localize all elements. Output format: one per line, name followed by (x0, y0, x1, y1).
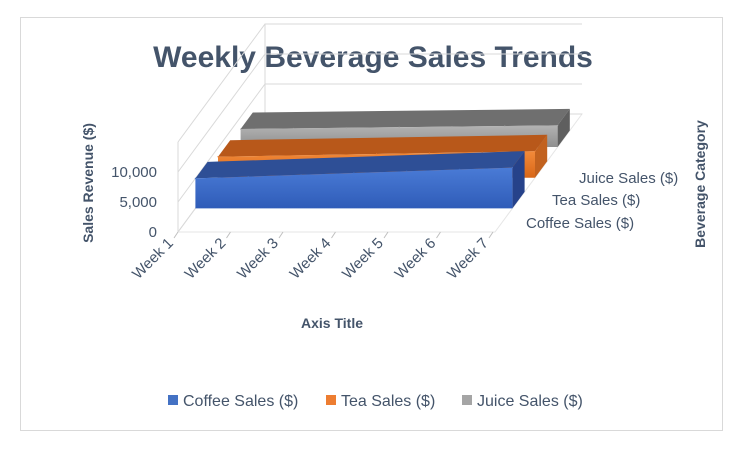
data-point (451, 126, 453, 128)
data-point (300, 174, 302, 176)
legend-label: Tea Sales ($) (341, 393, 435, 410)
z-tick-label: Juice Sales ($) (579, 170, 678, 187)
x-tick-label: Week 7 (444, 235, 492, 283)
data-point (353, 172, 355, 174)
chart-title: Weekly Beverage Sales Trends (153, 41, 593, 74)
legend-label: Coffee Sales ($) (183, 393, 298, 410)
x-tick-mark (278, 231, 284, 239)
z-tick-label: Coffee Sales ($) (526, 215, 634, 232)
data-point (458, 168, 461, 170)
series-layer (194, 108, 570, 209)
x-axis-title: Axis Title (301, 315, 363, 331)
legend-swatch (462, 395, 472, 405)
x-tick-label: Week 6 (392, 235, 440, 283)
legend: Coffee Sales ($) Tea Sales ($) Juice Sales… (168, 393, 583, 410)
data-point (270, 155, 272, 157)
x-tick-label: Week 2 (182, 235, 230, 283)
data-point (406, 170, 408, 172)
x-tick-mark (331, 231, 336, 239)
y-tick-label: 0 (149, 224, 157, 241)
data-point (240, 128, 242, 130)
ribbon-end (557, 108, 570, 147)
x-tick-mark (488, 231, 494, 239)
data-point (504, 125, 506, 127)
series-0 (194, 151, 525, 209)
data-point (194, 177, 196, 179)
data-point (217, 156, 219, 158)
data-point (345, 127, 347, 129)
data-point (398, 126, 400, 128)
y-tick-label: 5,000 (119, 194, 157, 211)
data-point (534, 150, 536, 152)
x-tick-mark (436, 231, 441, 239)
data-point (292, 127, 295, 130)
x-tick-mark (173, 231, 179, 239)
ribbon-end (512, 151, 525, 209)
ribbon-front (195, 167, 513, 209)
data-point (323, 154, 325, 156)
y-axis-title: Sales Revenue ($) (80, 123, 96, 243)
chart-svg: Weekly Beverage Sales Trends 0 5,000 10,00… (80, 23, 708, 410)
x-tick-label: Week 1 (129, 235, 177, 283)
x-tick-label: Week 5 (339, 235, 387, 283)
data-point (428, 152, 430, 154)
x-tick-mark (226, 231, 231, 239)
ribbon-top (240, 108, 570, 129)
ribbon-top (218, 134, 548, 157)
x-tick-label: Week 3 (234, 235, 282, 283)
data-point (557, 124, 559, 127)
x-axis-ticks: Week 1 Week 2 Week 3 Week 4 Week 5 Week 6 Week… (129, 231, 494, 283)
legend-swatch (168, 395, 178, 405)
legend-swatch (326, 395, 336, 405)
z-tick-label: Tea Sales ($) (552, 192, 640, 209)
data-point (375, 153, 378, 155)
z-axis-title: Beverage Category (692, 120, 708, 248)
z-axis-ticks: Coffee Sales ($) Tea Sales ($) Juice Sales… (526, 170, 678, 232)
x-tick-label: Week 4 (287, 235, 335, 283)
data-point (481, 151, 483, 153)
y-axis-ticks: 0 5,000 10,000 (111, 164, 157, 241)
y-tick-label: 10,000 (111, 164, 157, 181)
ribbon-top (195, 151, 525, 179)
data-point (247, 176, 249, 178)
legend-label: Juice Sales ($) (477, 393, 583, 410)
data-point (511, 167, 513, 169)
x-tick-mark (383, 231, 389, 239)
chart-frame: Weekly Beverage Sales Trends 0 5,000 10,00… (20, 17, 723, 431)
ribbon-end (535, 134, 548, 178)
